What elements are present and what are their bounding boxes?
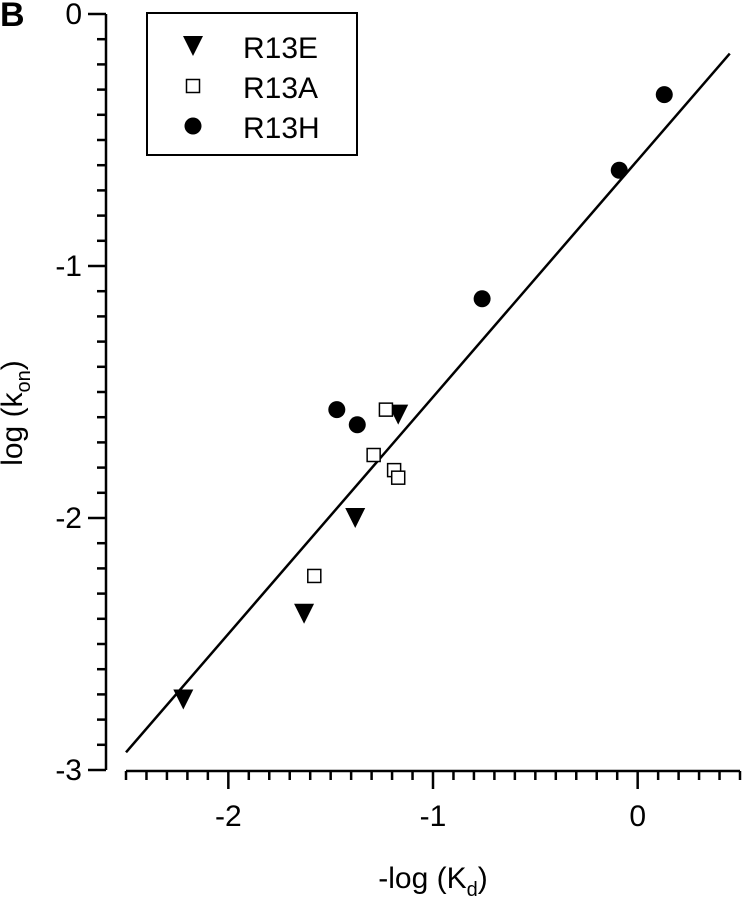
x-tick-label: 0: [629, 800, 646, 833]
data-points: [173, 86, 673, 710]
x-axis-title: -log (Kd): [378, 862, 487, 899]
point-r13a: [378, 402, 394, 417]
panel-label: B: [0, 0, 25, 34]
point-r13e: [173, 689, 194, 710]
fit-line-group: [125, 52, 731, 754]
point-r13a: [390, 470, 406, 485]
x-axis: -2 -1 0: [124, 769, 742, 833]
y-tick-label: 0: [65, 0, 82, 31]
fit-line: [125, 52, 731, 754]
point-r13h: [610, 161, 628, 179]
legend-label-r13e: R13E: [243, 32, 318, 65]
y-axis-title-sub: on: [13, 370, 35, 392]
point-r13e: [345, 508, 366, 528]
point-r13h: [655, 86, 673, 104]
x-axis-title-main: -log (K: [378, 862, 466, 895]
legend-marker-r13h: [184, 117, 202, 135]
legend-box: [146, 12, 358, 156]
point-r13e: [294, 603, 315, 624]
y-axis-title-close: ): [0, 360, 29, 370]
x-axis-title-close: ): [478, 862, 488, 895]
y-axis: -3 -2 -1 0: [55, 0, 108, 787]
legend-label-r13a: R13A: [243, 72, 318, 105]
x-tick-label: -2: [215, 800, 242, 833]
point-r13a: [307, 568, 322, 584]
y-axis-title-main: log (k: [0, 391, 29, 465]
y-axis-title: log (kon): [0, 360, 35, 466]
legend: R13E R13A R13H: [146, 12, 358, 156]
y-tick-label: -3: [55, 754, 82, 787]
x-tick-label: -1: [420, 800, 447, 833]
point-r13h: [473, 290, 491, 308]
legend-marker-r13e: [183, 36, 203, 56]
y-tick-label: -1: [55, 250, 82, 283]
x-axis-title-sub: d: [467, 879, 478, 899]
point-r13e: [388, 404, 409, 425]
legend-marker-r13a: [185, 78, 201, 94]
point-r13h: [328, 401, 346, 419]
y-tick-label: -2: [55, 502, 82, 535]
point-r13h: [348, 416, 366, 434]
legend-label-r13h: R13H: [243, 112, 320, 145]
point-r13a: [366, 447, 381, 463]
